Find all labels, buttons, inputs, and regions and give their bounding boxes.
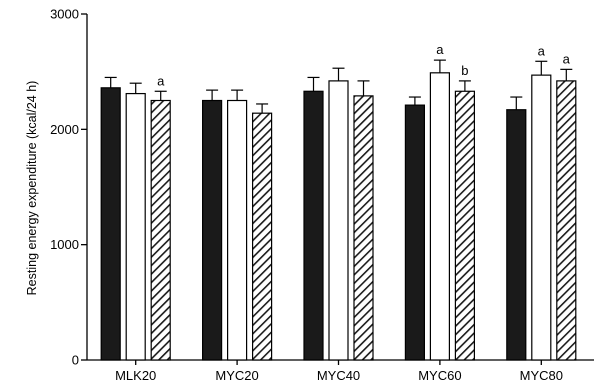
- bar: [125, 92, 146, 361]
- y-axis-label: Resting energy expenditure (kcal/24 h): [25, 81, 39, 296]
- bar: [202, 99, 223, 361]
- x-tick-label: MYC60: [418, 368, 461, 383]
- significance-label: a: [157, 73, 165, 88]
- y-tick-label: 1000: [50, 237, 79, 252]
- bar: [404, 104, 425, 361]
- bar: [556, 80, 577, 361]
- bar: [252, 112, 273, 361]
- y-tick-label: 3000: [50, 7, 79, 22]
- x-tick-label: MYC20: [215, 368, 258, 383]
- y-tick-label: 2000: [50, 122, 79, 137]
- bar: [303, 90, 324, 361]
- significance-label: a: [563, 51, 571, 66]
- bar: [429, 72, 450, 361]
- bar: [100, 87, 121, 361]
- bar: [227, 99, 248, 361]
- bar: [150, 99, 171, 361]
- x-tick-label: MYC80: [520, 368, 563, 383]
- x-tick-label: MLK20: [115, 368, 156, 383]
- bar: [531, 74, 552, 361]
- significance-label: a: [436, 42, 444, 57]
- plot-area: 0 1000 2000 3000 MLK20 a MYC20 MYC40 MYC60 a b MYC8…: [50, 7, 594, 383]
- y-tick-label: 0: [72, 353, 79, 368]
- bar: [506, 109, 527, 361]
- significance-label: a: [538, 43, 546, 58]
- bar: [454, 90, 475, 361]
- bar: [328, 80, 349, 361]
- x-tick-label: MYC40: [317, 368, 360, 383]
- significance-label: b: [461, 63, 468, 78]
- bar: [353, 95, 374, 361]
